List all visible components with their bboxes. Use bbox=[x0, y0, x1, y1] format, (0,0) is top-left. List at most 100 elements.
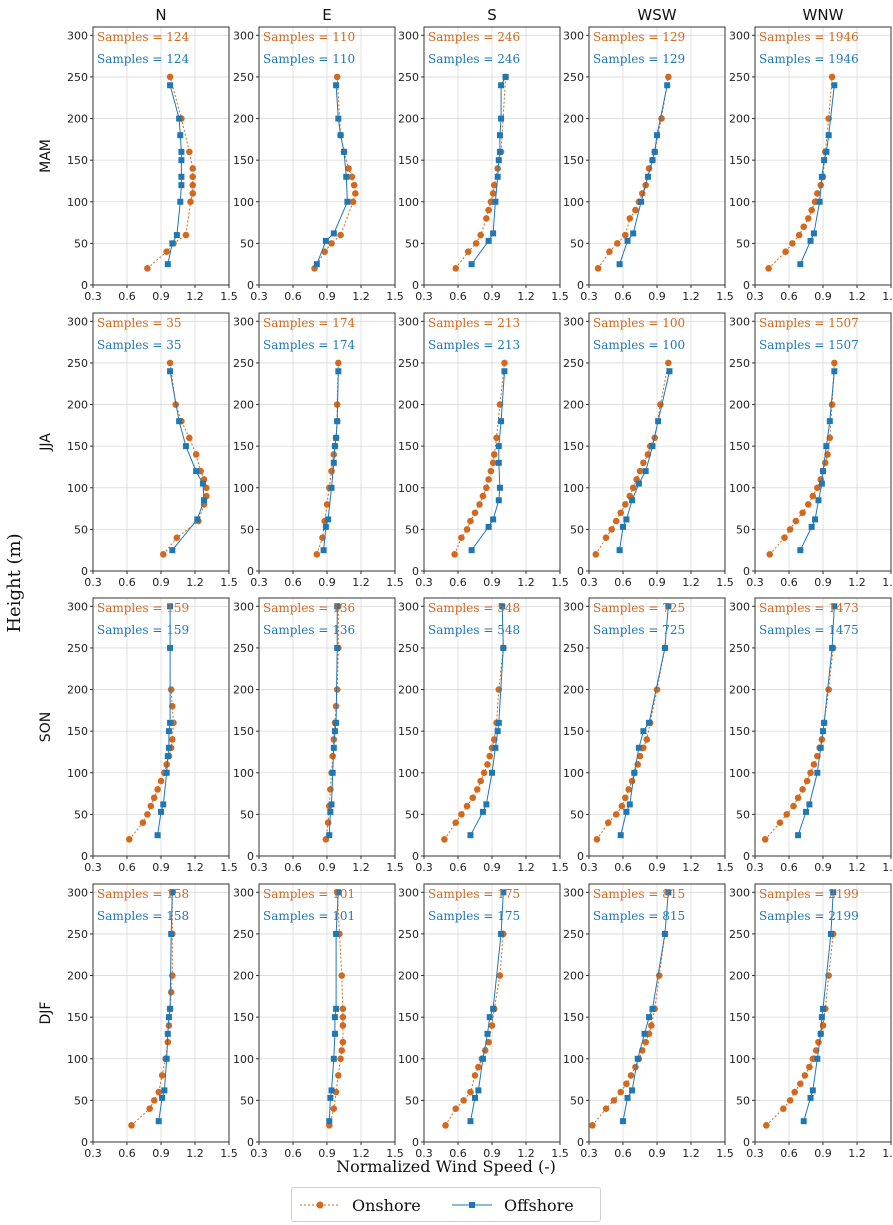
onshore-point bbox=[327, 786, 334, 793]
x-tick-label: 0.9 bbox=[318, 290, 336, 303]
offshore-point bbox=[649, 1005, 656, 1012]
offshore-point bbox=[830, 889, 837, 896]
panel-djf-s: 0.3 0.6 0.9 1.2 1.5 0 50 100 150 200 250 300 Samples… bbox=[398, 883, 569, 1160]
onshore-point bbox=[621, 501, 629, 508]
offshore-samples-label: Samples = 174 bbox=[263, 338, 355, 352]
offshore-point bbox=[807, 237, 814, 244]
offshore-point bbox=[161, 1087, 168, 1094]
x-tick-label: 0.6 bbox=[449, 576, 467, 589]
offshore-point bbox=[617, 832, 624, 839]
y-tick-label: 300 bbox=[398, 600, 419, 613]
y-tick-label: 150 bbox=[398, 1011, 419, 1024]
y-tick-label: 200 bbox=[67, 684, 88, 697]
offshore-point bbox=[164, 1030, 171, 1037]
onshore-point bbox=[321, 248, 329, 256]
offshore-point bbox=[629, 1087, 636, 1094]
offshore-point bbox=[344, 198, 351, 205]
x-tick-label: 1.5 bbox=[551, 576, 569, 589]
x-tick-label: 1.5 bbox=[716, 576, 734, 589]
y-tick-label: 250 bbox=[233, 357, 254, 370]
panel-mam-e: 0.3 0.6 0.9 1.2 1.5 0 50 100 150 200 250 300 Samples… bbox=[233, 26, 404, 303]
offshore-point bbox=[827, 930, 834, 937]
onshore-point bbox=[352, 190, 359, 197]
x-tick-label: 0.6 bbox=[284, 576, 302, 589]
offshore-samples-label: Samples = 815 bbox=[593, 909, 685, 923]
offshore-point bbox=[164, 261, 171, 268]
offshore-point bbox=[823, 443, 830, 450]
y-axis-label: Height (m) bbox=[4, 533, 25, 632]
x-tick-label: 0.6 bbox=[284, 290, 302, 303]
offshore-point bbox=[649, 157, 656, 164]
x-tick-label: 0.9 bbox=[814, 1147, 832, 1160]
offshore-point bbox=[831, 603, 838, 610]
y-tick-label: 250 bbox=[563, 642, 584, 655]
y-tick-label: 50 bbox=[736, 237, 750, 250]
onshore-point bbox=[485, 206, 492, 214]
onshore-samples-label: Samples = 1473 bbox=[759, 601, 859, 615]
onshore-point bbox=[144, 265, 151, 272]
onshore-point bbox=[348, 173, 356, 181]
onshore-point bbox=[345, 165, 352, 172]
offshore-point bbox=[499, 603, 506, 610]
onshore-point bbox=[604, 819, 612, 827]
offshore-samples-label: Samples = 1946 bbox=[759, 52, 859, 66]
onshore-point bbox=[477, 231, 484, 239]
offshore-point bbox=[330, 230, 337, 237]
onshore-point bbox=[800, 223, 808, 231]
onshore-point bbox=[807, 769, 814, 777]
y-tick-label: 150 bbox=[398, 154, 419, 167]
column-header-e: E bbox=[322, 6, 331, 24]
y-tick-label: 300 bbox=[729, 886, 750, 899]
offshore-point bbox=[496, 148, 503, 155]
x-tick-label: 0.6 bbox=[449, 861, 467, 874]
onshore-point bbox=[189, 181, 197, 189]
onshore-point bbox=[617, 1088, 625, 1096]
y-tick-label: 200 bbox=[729, 399, 750, 412]
x-tick-label: 0.9 bbox=[648, 290, 666, 303]
x-axis-label: Normalized Wind Speed (-) bbox=[336, 1157, 556, 1176]
panel-son-wnw: 0.3 0.6 0.9 1.2 1.5 0 50 100 150 200 250 300 Samples… bbox=[729, 597, 893, 874]
offshore-point bbox=[331, 443, 338, 450]
onshore-point bbox=[623, 1080, 630, 1088]
y-tick-label: 100 bbox=[398, 482, 419, 495]
y-tick-label: 0 bbox=[743, 279, 750, 292]
offshore-point bbox=[479, 1055, 486, 1062]
y-tick-label: 300 bbox=[398, 886, 419, 899]
y-tick-label: 100 bbox=[563, 482, 584, 495]
onshore-point bbox=[442, 1122, 449, 1129]
x-tick-label: 0.9 bbox=[648, 861, 666, 874]
y-tick-label: 50 bbox=[240, 1094, 254, 1107]
onshore-point bbox=[335, 1072, 342, 1079]
column-header-wsw: WSW bbox=[637, 6, 676, 24]
onshore-point bbox=[795, 231, 803, 239]
onshore-point bbox=[479, 492, 487, 500]
x-tick-label: 1.2 bbox=[352, 576, 370, 589]
x-tick-label: 0.3 bbox=[415, 576, 433, 589]
onshore-point bbox=[593, 836, 601, 843]
x-tick-label: 1.2 bbox=[186, 861, 204, 874]
x-tick-label: 0.9 bbox=[318, 861, 336, 874]
offshore-point bbox=[326, 1118, 333, 1125]
onshore-point bbox=[339, 1013, 347, 1021]
offshore-point bbox=[495, 443, 502, 450]
offshore-point bbox=[485, 237, 492, 244]
y-tick-label: 150 bbox=[67, 725, 88, 738]
y-tick-label: 150 bbox=[563, 440, 584, 453]
onshore-point bbox=[490, 181, 498, 189]
onshore-point bbox=[481, 1047, 489, 1054]
onshore-point bbox=[169, 702, 176, 710]
onshore-point bbox=[761, 836, 769, 843]
x-tick-label: 0.3 bbox=[746, 861, 764, 874]
offshore-point bbox=[322, 523, 329, 530]
y-tick-label: 300 bbox=[67, 315, 88, 328]
onshore-point bbox=[625, 786, 632, 793]
onshore-point bbox=[621, 231, 629, 239]
offshore-point bbox=[831, 368, 838, 375]
onshore-point bbox=[629, 484, 637, 492]
onshore-point bbox=[458, 811, 465, 818]
onshore-point bbox=[157, 777, 165, 785]
legend-onshore-label: Onshore bbox=[352, 1196, 421, 1215]
x-tick-label: 0.6 bbox=[780, 1147, 798, 1160]
x-tick-label: 0.6 bbox=[614, 290, 632, 303]
x-tick-label: 1.2 bbox=[848, 576, 866, 589]
